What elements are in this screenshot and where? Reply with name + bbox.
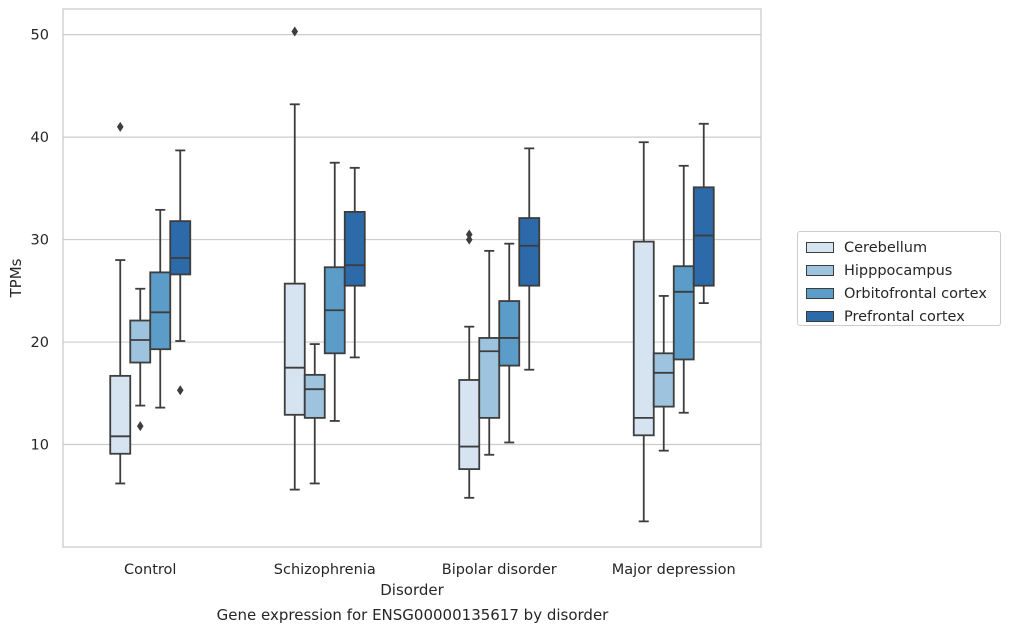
x-tick-label: Major depression (612, 562, 736, 578)
plot-frame (62, 8, 762, 548)
box-body (458, 379, 481, 471)
box-body (632, 240, 655, 437)
x-tick-label: Control (124, 562, 176, 578)
x-axis-label: Disorder (380, 581, 444, 599)
box-body (149, 271, 172, 351)
legend: Cerebellum Hipppocampus Orbitofrontal cort… (797, 231, 1001, 326)
outlier-point (136, 421, 144, 432)
series-orbitofrontal-cortex (149, 161, 695, 444)
y-tick-label: 40 (31, 130, 49, 146)
x-axis-ticks: Control Schizophrenia Bipolar disorder Majo… (124, 562, 736, 578)
box-body (343, 211, 366, 287)
outlier-point (176, 385, 184, 396)
box (169, 149, 192, 396)
box (149, 208, 172, 409)
box (692, 122, 715, 305)
box-series (109, 26, 715, 523)
y-axis-label: TPMs (7, 258, 25, 298)
legend-label: Hipppocampus (844, 262, 953, 279)
outlier-point (116, 121, 124, 132)
legend-item: Cerebellum (806, 236, 1000, 259)
legend-swatch (806, 265, 834, 276)
outlier-point (465, 234, 473, 245)
box-body (129, 319, 152, 364)
y-tick-label: 10 (31, 438, 49, 454)
box-body (518, 217, 541, 287)
box-body (169, 220, 192, 276)
box (632, 141, 655, 523)
legend-swatch (806, 311, 834, 322)
box (672, 164, 695, 414)
legend-swatch (806, 242, 834, 253)
box (652, 295, 675, 452)
legend-item: Prefrontal cortex (806, 305, 1000, 328)
box-body (672, 265, 695, 361)
box (129, 287, 152, 432)
box (518, 147, 541, 371)
y-tick-label: 50 (31, 28, 49, 44)
box-body (652, 352, 675, 408)
series-hipppocampus (129, 249, 675, 485)
box (303, 343, 326, 485)
box-body (692, 186, 715, 287)
y-tick-label: 20 (31, 335, 49, 351)
legend-label: Prefrontal cortex (844, 308, 965, 325)
x-tick-label: Bipolar disorder (442, 562, 557, 578)
legend-item: Hipppocampus (806, 259, 1000, 282)
outlier-point (465, 229, 473, 240)
legend-item: Orbitofrontal cortex (806, 282, 1000, 305)
series-cerebellum (109, 26, 655, 523)
box (109, 259, 132, 485)
box-body (478, 337, 501, 419)
box (283, 26, 306, 491)
box-body (283, 282, 306, 416)
y-axis-ticks: 10 20 30 40 50 (31, 28, 49, 454)
outlier-point (291, 26, 299, 37)
box (478, 249, 501, 456)
box-body (303, 373, 326, 419)
legend-label: Cerebellum (844, 239, 928, 256)
box-body (498, 300, 521, 367)
box (343, 166, 366, 359)
x-tick-label: Schizophrenia (274, 562, 376, 578)
box (323, 161, 346, 422)
legend-swatch (806, 288, 834, 299)
figure-caption: Gene expression for ENSG00000135617 by d… (216, 606, 609, 624)
box-body (109, 374, 132, 455)
box (458, 325, 481, 499)
legend-label: Orbitofrontal cortex (844, 285, 987, 302)
series-prefrontal-cortex (169, 122, 715, 396)
y-tick-label: 30 (31, 233, 49, 249)
box (498, 242, 521, 444)
